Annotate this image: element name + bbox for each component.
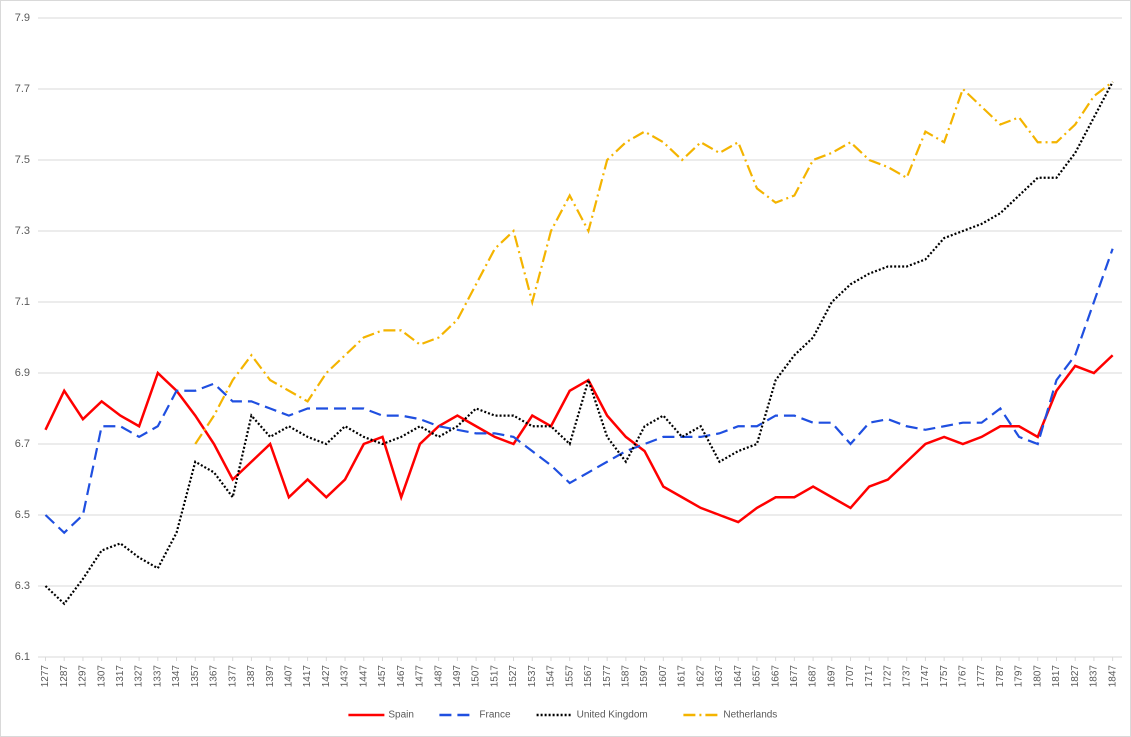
x-tick-label: 1637 [714,665,725,688]
x-tick-label: 1307 [96,665,107,688]
x-tick-label: 1517 [489,665,500,688]
x-tick-label: 1417 [302,665,313,688]
x-tick-label: 1607 [658,665,669,688]
x-tick-label: 1547 [546,665,557,688]
legend-label: Netherlands [723,710,777,721]
x-tick-label: 1377 [227,665,238,688]
x-tick-label: 1367 [209,665,220,688]
series-line [44,248,1114,535]
x-tick-label: 1597 [639,665,650,688]
y-tick-label: 6.5 [15,509,30,521]
legend-label: France [479,710,511,721]
x-tick-label: 1457 [377,665,388,688]
x-tick-label: 1667 [770,665,781,688]
series-line [44,81,1114,606]
y-tick-label: 7.1 [15,296,30,308]
legend-label: United Kingdom [577,710,648,721]
x-tick-label: 1707 [845,665,856,688]
x-tick-label: 1797 [1014,665,1025,688]
x-tick-label: 1447 [358,665,369,688]
x-tick-label: 1317 [115,665,126,688]
x-tick-label: 1717 [864,665,875,688]
y-tick-label: 7.3 [15,225,30,237]
x-tick-label: 1817 [1051,665,1062,688]
x-tick-label: 1427 [321,665,332,688]
x-tick-label: 1357 [190,665,201,688]
x-tick-label: 1387 [246,665,257,688]
x-tick-label: 1737 [901,665,912,688]
y-tick-label: 7.9 [15,12,30,24]
x-tick-label: 1277 [40,665,51,688]
x-tick-label: 1837 [1089,665,1100,688]
x-tick-label: 1507 [471,665,482,688]
x-tick-label: 1617 [677,665,688,688]
x-tick-label: 1557 [564,665,575,688]
x-tick-label: 1847 [1107,665,1118,688]
x-tick-label: 1767 [958,665,969,688]
x-tick-label: 1787 [995,665,1006,688]
x-tick-label: 1527 [508,665,519,688]
x-tick-label: 1807 [1032,665,1043,688]
y-tick-label: 6.9 [15,367,30,379]
x-tick-label: 1407 [284,665,295,688]
y-tick-label: 6.3 [15,580,30,592]
x-tick-label: 1677 [789,665,800,688]
x-tick-label: 1497 [452,665,463,688]
x-tick-label: 1287 [59,665,70,688]
x-tick-label: 1487 [433,665,444,688]
x-tick-label: 1437 [340,665,351,688]
x-tick-label: 1627 [695,665,706,688]
x-tick-label: 1747 [920,665,931,688]
x-tick-label: 1647 [733,665,744,688]
series-line [44,354,1114,524]
legend-label: Spain [388,710,414,721]
x-tick-label: 1477 [415,665,426,688]
y-tick-label: 7.5 [15,154,30,166]
x-tick-label: 1467 [396,665,407,688]
y-tick-label: 6.1 [15,651,30,663]
x-tick-label: 1757 [939,665,950,688]
x-tick-label: 1657 [752,665,763,688]
x-tick-label: 1687 [808,665,819,688]
x-tick-label: 1827 [1070,665,1081,688]
y-tick-label: 6.7 [15,438,30,450]
x-tick-label: 1347 [171,665,182,688]
x-tick-label: 1397 [265,665,276,688]
y-tick-label: 7.7 [15,83,30,95]
x-tick-label: 1327 [134,665,145,688]
x-tick-label: 1297 [78,665,89,688]
x-tick-label: 1697 [826,665,837,688]
x-tick-label: 1577 [602,665,613,688]
x-tick-label: 1537 [527,665,538,688]
x-tick-label: 1587 [621,665,632,688]
x-tick-label: 1337 [152,665,163,688]
x-tick-label: 1727 [883,665,894,688]
x-tick-label: 1567 [583,665,594,688]
series-line [194,81,1114,445]
x-tick-label: 1777 [976,665,987,688]
